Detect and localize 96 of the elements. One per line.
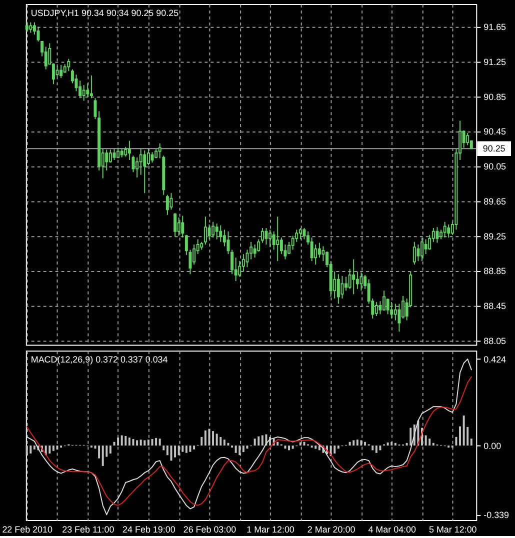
candlestick: [344, 276, 348, 292]
x-tick-label: 2 Mar 20:00: [307, 524, 356, 534]
y-tick-label: 88.05: [484, 336, 506, 346]
y-tick-label: 0.424: [484, 354, 506, 365]
y-tick-label: 90.05: [484, 162, 506, 172]
candlestick: [288, 241, 291, 255]
candlestick: [447, 224, 450, 238]
candlestick: [298, 227, 302, 240]
candlestick: [124, 146, 128, 157]
candlestick: [226, 230, 230, 255]
y-tick-label: -0.339: [484, 510, 510, 520]
y-tick-label: 91.65: [484, 22, 506, 32]
candlestick: [90, 74, 93, 99]
candlestick: [170, 192, 173, 210]
candlestick: [302, 227, 306, 240]
candlestick: [56, 65, 59, 77]
y-tick-label: 0.00: [484, 441, 502, 452]
y-tick-label: 89.25: [484, 231, 506, 242]
candlestick: [246, 249, 249, 268]
candlestick: [398, 303, 401, 332]
candlestick: [60, 64, 63, 79]
candlestick: [166, 194, 169, 216]
candlestick: [250, 241, 253, 260]
candlestick: [440, 229, 442, 240]
candlestick: [174, 212, 177, 238]
candlestick: [428, 234, 432, 250]
y-tick-label: 88.85: [484, 266, 506, 276]
candlestick: [29, 22, 32, 34]
candlestick: [260, 227, 264, 244]
ref-line-label: 90.25: [482, 144, 506, 154]
candlestick: [352, 258, 356, 295]
x-tick-label: 5 Mar 12:00: [429, 524, 477, 534]
candlestick: [219, 224, 222, 242]
y-tick-label: 88.45: [484, 300, 506, 311]
candlestick: [416, 244, 420, 262]
candlestick: [264, 227, 268, 246]
candlestick: [204, 216, 207, 246]
y-tick-label: 90.85: [484, 92, 506, 102]
candlestick: [318, 242, 321, 258]
x-tick-label: 22 Feb 2010: [2, 524, 53, 534]
candlestick: [402, 295, 405, 320]
candlestick: [78, 80, 82, 99]
x-tick-label: 23 Feb 11:00: [62, 524, 114, 534]
candlestick: [139, 148, 142, 176]
y-tick-label: 91.25: [484, 57, 506, 68]
candlestick: [181, 215, 184, 238]
chart-title: USDJPY,H1 90.34 90.34 90.25 90.25: [30, 8, 179, 18]
candlestick: [443, 221, 446, 238]
candlestick: [108, 149, 112, 164]
candlestick: [136, 156, 139, 178]
candlestick: [230, 249, 234, 275]
candlestick: [143, 150, 146, 194]
candlestick: [242, 254, 245, 272]
candlestick: [105, 149, 108, 171]
candlestick: [390, 302, 394, 320]
chart-title: MACD(12,26,9) 0.372 0.337 0.034: [30, 354, 168, 365]
candlestick: [336, 274, 340, 304]
candlestick: [314, 244, 318, 266]
candlestick: [310, 237, 314, 262]
candlestick: [25, 20, 28, 32]
candlestick: [192, 244, 196, 266]
candlestick: [466, 132, 470, 146]
candlestick: [382, 290, 386, 312]
x-tick-label: 24 Feb 19:00: [122, 524, 176, 534]
candlestick: [276, 216, 280, 262]
candlestick: [94, 98, 97, 120]
candlestick: [112, 148, 116, 160]
candlestick: [420, 237, 424, 262]
x-tick-label: 26 Feb 03:00: [183, 524, 236, 534]
y-tick-label: 89.65: [484, 196, 506, 206]
candlestick: [360, 272, 363, 292]
candlestick: [208, 224, 211, 240]
line-series: [26, 376, 472, 506]
candlestick: [86, 82, 90, 98]
candlestick: [436, 226, 439, 244]
candlestick: [378, 300, 382, 315]
candlestick: [212, 221, 215, 238]
candlestick: [146, 148, 150, 166]
candlestick: [268, 229, 272, 248]
candlestick: [424, 238, 428, 255]
candlestick: [386, 298, 390, 315]
candlestick: [150, 152, 154, 164]
candlestick: [322, 246, 325, 262]
candlestick: [356, 271, 359, 290]
candlestick: [412, 241, 416, 266]
x-tick-label: 4 Mar 04:00: [368, 524, 416, 534]
candlestick: [215, 223, 218, 240]
candlestick: [82, 84, 86, 102]
candlestick: [177, 216, 180, 236]
candlestick: [374, 302, 378, 316]
candlestick: [394, 303, 397, 321]
candlestick: [67, 58, 70, 72]
x-tick-label: 1 Mar 12:00: [246, 524, 294, 534]
candlestick: [340, 275, 344, 300]
y-tick-label: 90.45: [484, 126, 506, 137]
candlestick: [238, 260, 242, 278]
